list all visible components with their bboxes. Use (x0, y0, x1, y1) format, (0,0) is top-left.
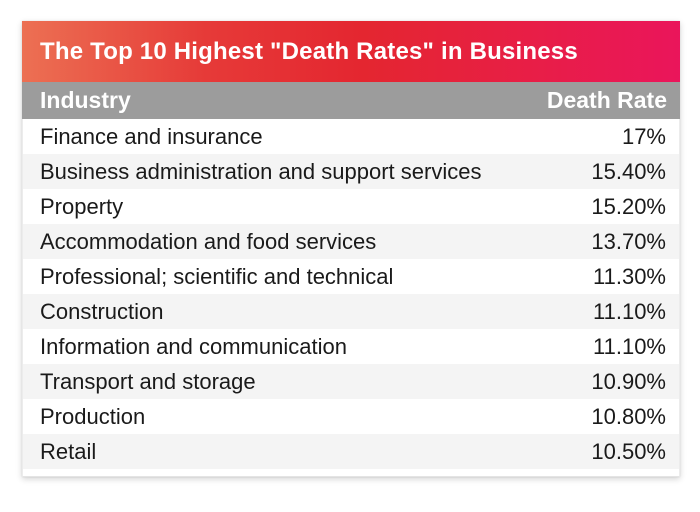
rate-cell: 10.90% (591, 368, 666, 394)
rate-cell: 11.10% (593, 333, 666, 359)
table-row: Accommodation and food services 13.70% (23, 224, 679, 259)
rate-cell: 10.50% (591, 438, 666, 464)
industry-cell: Retail (40, 438, 97, 464)
table-row: Information and communication 11.10% (23, 329, 679, 364)
rate-cell: 13.70% (591, 228, 666, 254)
table-row: Property 15.20% (23, 189, 679, 224)
table-row: Transport and storage 10.90% (23, 364, 679, 399)
industry-cell: Information and communication (40, 333, 347, 359)
table-row: Professional; scientific and technical 1… (23, 259, 679, 294)
rate-cell: 10.80% (591, 403, 666, 429)
industry-cell: Property (40, 193, 124, 219)
rate-cell: 11.30% (593, 263, 666, 289)
rate-cell: 15.40% (591, 158, 666, 184)
death-rates-table: The Top 10 Highest "Death Rates" in Busi… (22, 21, 680, 477)
industry-cell: Production (40, 403, 146, 429)
industry-cell: Accommodation and food services (40, 228, 377, 254)
industry-cell: Professional; scientific and technical (40, 263, 394, 289)
rate-cell: 15.20% (591, 193, 666, 219)
table-row: Finance and insurance 17% (23, 119, 679, 154)
table-row: Retail 10.50% (23, 434, 679, 469)
table-title-bar: The Top 10 Highest "Death Rates" in Busi… (22, 21, 680, 82)
rate-cell: 11.10% (593, 298, 666, 324)
table-title: The Top 10 Highest "Death Rates" in Busi… (40, 37, 578, 65)
table-row: Business administration and support serv… (23, 154, 679, 189)
rate-cell: 17% (621, 123, 666, 149)
table-body: Finance and insurance 17% Business admin… (22, 119, 680, 469)
industry-cell: Construction (40, 298, 164, 324)
table-header-row: Industry Death Rate (22, 82, 680, 119)
column-header-death-rate: Death Rate (546, 87, 667, 113)
industry-cell: Transport and storage (40, 368, 256, 394)
industry-cell: Business administration and support serv… (40, 158, 482, 184)
column-header-industry: Industry (40, 87, 131, 113)
table-row: Construction 11.10% (23, 294, 679, 329)
table-footer-strip (22, 469, 680, 477)
industry-cell: Finance and insurance (40, 123, 263, 149)
table-row: Production 10.80% (23, 399, 679, 434)
